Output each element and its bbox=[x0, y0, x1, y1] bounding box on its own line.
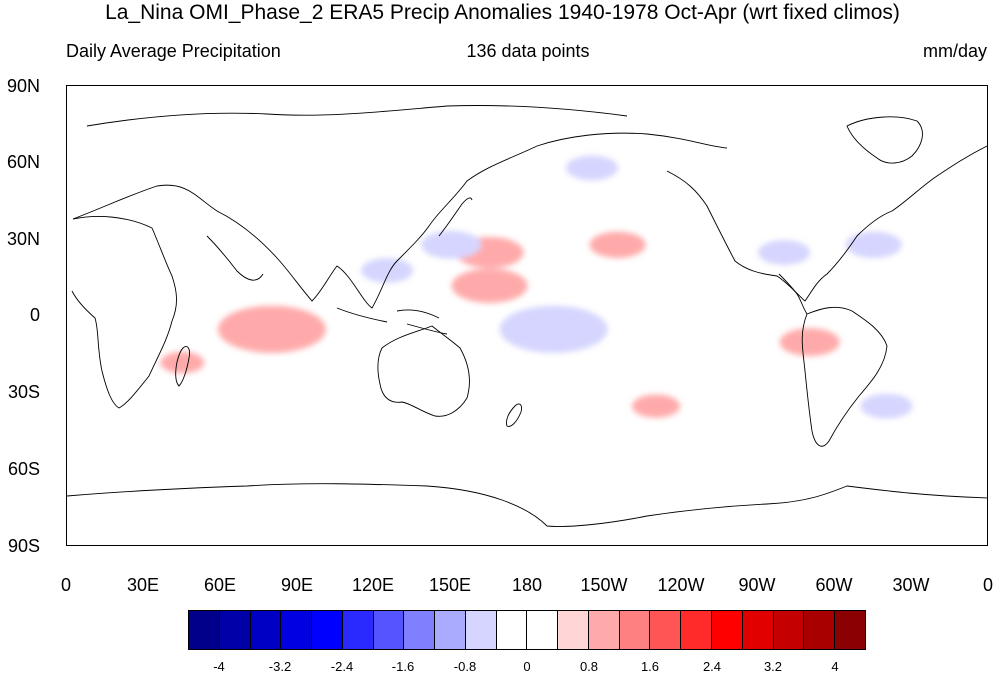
lon-label: 30E bbox=[126, 575, 160, 595]
anomaly-field bbox=[160, 155, 913, 419]
colorbar-tick-label: -1.6 bbox=[391, 659, 415, 674]
arabia-coastline bbox=[206, 235, 264, 281]
lat-label: 60S bbox=[7, 459, 40, 479]
madagascar-coastline bbox=[175, 346, 190, 387]
colorbar-swatch bbox=[835, 611, 865, 649]
lon-label: 150W bbox=[580, 575, 628, 595]
lon-label: 180 bbox=[511, 575, 543, 595]
lon-label: 90W bbox=[738, 575, 776, 595]
colorbar-swatch bbox=[496, 611, 528, 649]
colorbar-swatch bbox=[404, 611, 436, 649]
anomaly-region bbox=[160, 351, 205, 374]
lat-label: 0 bbox=[29, 305, 40, 325]
colorbar-swatch bbox=[527, 611, 559, 649]
colorbar-tick-label: -4 bbox=[213, 659, 225, 674]
lon-label: 0 bbox=[982, 575, 993, 595]
anomaly-region bbox=[566, 155, 619, 181]
anomaly-region bbox=[451, 268, 528, 303]
colorbar-swatch bbox=[219, 611, 251, 649]
colorbar-swatch bbox=[342, 611, 374, 649]
colorbar-swatch bbox=[281, 611, 313, 649]
colorbar-tick-label: -0.8 bbox=[453, 659, 477, 674]
north-america-coastline bbox=[666, 145, 987, 302]
colorbar-tick-label: -3.2 bbox=[268, 659, 292, 674]
antarctica-coastline bbox=[67, 483, 987, 527]
colorbar-swatch bbox=[250, 611, 282, 649]
coastlines bbox=[67, 105, 987, 527]
colorbar-swatch bbox=[558, 611, 589, 649]
lon-label: 30W bbox=[892, 575, 930, 595]
colorbar-swatch bbox=[619, 611, 651, 649]
greenland-coastline bbox=[846, 116, 923, 164]
anomaly-region bbox=[361, 258, 414, 283]
colorbar-tick-label: -2.4 bbox=[330, 659, 354, 674]
colorbar-swatch bbox=[435, 611, 466, 649]
precip-map bbox=[67, 105, 987, 527]
colorbar-swatch bbox=[312, 611, 343, 649]
colorbar bbox=[188, 610, 866, 650]
data-points-label: 136 data points bbox=[466, 41, 590, 61]
lat-label: 30S bbox=[7, 382, 40, 402]
anomaly-region bbox=[217, 305, 326, 353]
colorbar-swatch bbox=[712, 611, 743, 649]
lon-label: 120W bbox=[657, 575, 705, 595]
south-america-coastline bbox=[801, 306, 888, 447]
africa-coastline bbox=[71, 216, 177, 409]
colorbar-tick-label: 3.2 bbox=[763, 659, 783, 674]
lon-label: 90E bbox=[280, 575, 314, 595]
map-title: La_Nina OMI_Phase_2 ERA5 Precip Anomalie… bbox=[105, 1, 900, 24]
anomaly-region bbox=[589, 231, 646, 258]
anomaly-region bbox=[845, 231, 902, 258]
new-zealand-coastline bbox=[506, 403, 522, 427]
australia-coastline bbox=[377, 325, 470, 417]
units-label: mm/day bbox=[922, 41, 987, 61]
lat-label: 90N bbox=[6, 76, 40, 96]
anomaly-region bbox=[421, 230, 482, 259]
maritime-continent-coastline bbox=[336, 307, 448, 335]
colorbar-swatch bbox=[465, 611, 497, 649]
colorbar-swatch bbox=[681, 611, 713, 649]
colorbar-tick-label: 0.8 bbox=[579, 659, 599, 674]
arctic-coastline bbox=[86, 105, 628, 127]
colorbar-tick-label: 0 bbox=[523, 659, 531, 674]
colorbar-tick-label: 1.6 bbox=[640, 659, 660, 674]
anomaly-region bbox=[779, 328, 840, 357]
lon-label: 60E bbox=[203, 575, 237, 595]
lat-label: 30N bbox=[6, 229, 40, 249]
japan-coastline bbox=[438, 197, 473, 237]
lat-label: 60N bbox=[6, 152, 40, 172]
colorbar-tick-label: 4 bbox=[831, 659, 839, 674]
central-america-coastline bbox=[778, 273, 808, 315]
anomaly-region bbox=[758, 240, 811, 265]
colorbar-swatch bbox=[189, 611, 220, 649]
anomaly-region bbox=[499, 305, 608, 353]
lat-label: 90S bbox=[7, 536, 40, 556]
colorbar-swatch bbox=[804, 611, 836, 649]
anomaly-region bbox=[632, 394, 681, 418]
variable-label: Daily Average Precipitation bbox=[66, 41, 281, 61]
eurasia-coastline bbox=[72, 132, 728, 309]
lon-label: 150E bbox=[428, 575, 472, 595]
lon-label: 120E bbox=[351, 575, 395, 595]
lon-label: 0 bbox=[60, 575, 71, 595]
map-plot bbox=[66, 85, 988, 546]
colorbar-swatch bbox=[742, 611, 774, 649]
colorbar-swatch bbox=[373, 611, 405, 649]
lon-label: 60W bbox=[815, 575, 853, 595]
colorbar-tick-label: 2.4 bbox=[702, 659, 722, 674]
colorbar-swatch bbox=[588, 611, 620, 649]
colorbar-swatch bbox=[650, 611, 682, 649]
anomaly-region bbox=[860, 393, 913, 419]
colorbar-swatch bbox=[773, 611, 805, 649]
